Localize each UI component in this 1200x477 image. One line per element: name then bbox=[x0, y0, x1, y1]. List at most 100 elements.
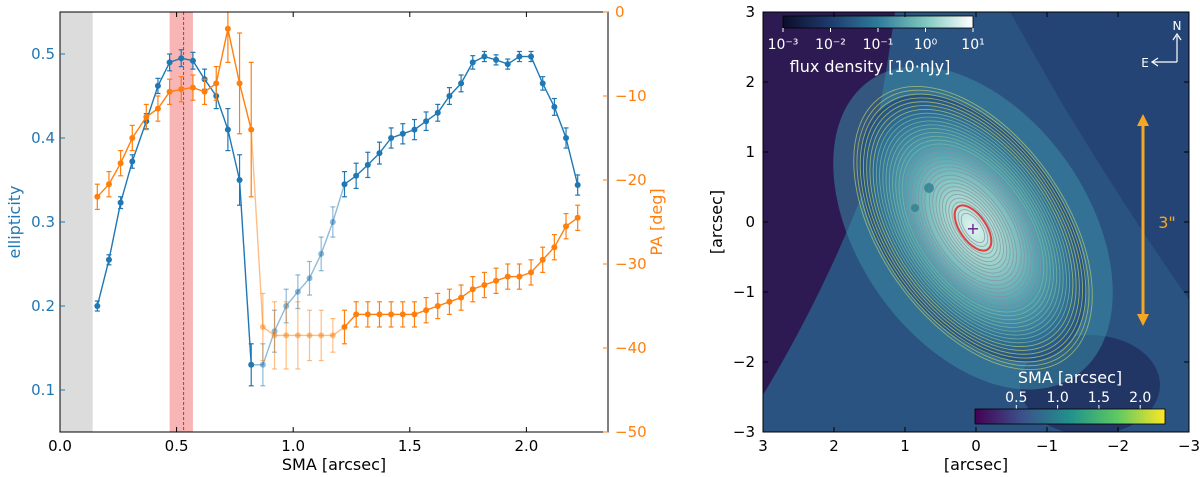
sma-colorbar-tick-label: 0.5 bbox=[1005, 390, 1027, 406]
ellipticity-line-segment bbox=[308, 253, 322, 279]
isophote-ellipse bbox=[866, 101, 1080, 355]
sma-colorbar-tick-label: 2.0 bbox=[1129, 390, 1151, 406]
ellipticity-point bbox=[528, 53, 535, 60]
ellipticity-line-segment bbox=[108, 202, 122, 260]
PA-point bbox=[166, 88, 173, 95]
PA-point bbox=[411, 311, 418, 318]
PA-point bbox=[178, 86, 185, 93]
flux-colorbar-label: flux density [10·nJy] bbox=[790, 57, 951, 76]
PA-point bbox=[213, 80, 220, 87]
ellipticity-line-segment bbox=[157, 62, 171, 87]
ellipticity-point bbox=[504, 61, 511, 68]
PA-point bbox=[458, 294, 465, 301]
ellipticity-point bbox=[154, 82, 161, 89]
image-y-tick-label: −1 bbox=[733, 283, 755, 301]
ellipticity-point bbox=[248, 361, 255, 368]
ellipticity-point bbox=[539, 80, 546, 87]
y-axis-label-left: ellipticity bbox=[5, 185, 24, 258]
isophote-ellipse bbox=[895, 135, 1051, 321]
sma-colorbar-tick-label: 1.5 bbox=[1088, 390, 1110, 406]
PA-point bbox=[469, 286, 476, 293]
ellipticity-point bbox=[306, 275, 313, 282]
ellipticity-line-segment bbox=[565, 137, 579, 186]
red-isophote-ellipse bbox=[953, 204, 993, 252]
PA-point bbox=[539, 256, 546, 263]
PA-point bbox=[364, 311, 371, 318]
ellipticity-line-segment bbox=[437, 95, 451, 114]
ellipticity-line-segment bbox=[273, 305, 287, 332]
PA-point bbox=[129, 135, 136, 141]
ellipticity-line-segment bbox=[332, 183, 346, 223]
ellipticity-point bbox=[236, 177, 243, 183]
x-tick-label: 1.5 bbox=[398, 437, 422, 455]
ellipticity-point bbox=[329, 219, 336, 225]
PA-point bbox=[353, 311, 360, 318]
ellipticity-point bbox=[178, 55, 185, 62]
y-tick-label-right: −30 bbox=[615, 255, 647, 273]
PA-line-segment bbox=[215, 28, 229, 84]
isophote-ellipse bbox=[921, 166, 1025, 290]
sma-colorbar-tick-label: 1.0 bbox=[1046, 390, 1068, 406]
y-tick-label-left: 0.2 bbox=[31, 297, 55, 315]
PA-point bbox=[306, 332, 313, 339]
PA-line-segment bbox=[553, 225, 567, 248]
galaxy-image-panel: + 10⁻³ 10⁻² 10⁻¹ 10⁰ 10¹ flux density [10·nJ… bbox=[707, 3, 1200, 474]
PA-point bbox=[341, 324, 348, 330]
ellipticity-line-segment bbox=[215, 95, 229, 130]
PA-line-segment bbox=[119, 137, 133, 164]
x-tick-label: 1.0 bbox=[281, 437, 305, 455]
ellipticity-point bbox=[294, 288, 301, 295]
y-tick-label-left: 0.1 bbox=[31, 381, 55, 399]
PA-point bbox=[493, 277, 500, 284]
ellipticity-line-segment bbox=[530, 56, 544, 84]
isophote-ellipse bbox=[882, 120, 1064, 336]
PA-point bbox=[236, 80, 243, 87]
isophote-ellipse bbox=[917, 162, 1029, 294]
ellipticity-line-segment bbox=[320, 221, 334, 255]
flux-colorbar-tick-label: 10¹ bbox=[961, 37, 984, 53]
ellipticity-point bbox=[94, 303, 101, 309]
y-tick-label-right: 0 bbox=[615, 3, 625, 21]
PA-point bbox=[504, 273, 511, 280]
ellipticity-point bbox=[364, 161, 371, 168]
image-x-tick-label: 3 bbox=[758, 437, 768, 455]
ellipticity-point bbox=[353, 172, 360, 179]
isophote-ellipse bbox=[885, 124, 1061, 332]
isophote-ellipse bbox=[904, 147, 1042, 309]
isophote-ellipse bbox=[938, 186, 1008, 270]
compass-north-head bbox=[1172, 32, 1182, 41]
PA-line-segment bbox=[227, 28, 241, 84]
PA-point bbox=[388, 311, 395, 318]
isophote-ellipse bbox=[911, 155, 1035, 301]
isophote-ellipse bbox=[856, 89, 1090, 367]
red-band bbox=[169, 12, 193, 432]
ellipticity-line-segment bbox=[192, 60, 206, 80]
PA-point bbox=[563, 223, 570, 230]
image-y-tick-label: 1 bbox=[745, 143, 755, 161]
ellipticity-point bbox=[574, 182, 581, 189]
gray-band bbox=[60, 12, 93, 432]
x-axis-label: SMA [arcsec] bbox=[282, 455, 386, 474]
ellipticity-point bbox=[481, 53, 488, 60]
ellipticity-point bbox=[341, 181, 348, 188]
PA-point bbox=[283, 332, 290, 339]
compass-north-label: N bbox=[1173, 19, 1182, 33]
PA-point bbox=[329, 332, 336, 339]
isophote-ellipse bbox=[924, 170, 1022, 286]
PA-point bbox=[399, 311, 406, 318]
y-tick-label-right: −20 bbox=[615, 171, 647, 189]
isophote-ellipse bbox=[879, 116, 1067, 340]
ellipticity-point bbox=[493, 56, 500, 63]
compass-east-head bbox=[1150, 57, 1159, 67]
PA-point bbox=[224, 25, 231, 32]
PA-point bbox=[154, 105, 161, 112]
isophote-ellipse bbox=[875, 112, 1071, 344]
scale-bar-arrow-bottom bbox=[1137, 314, 1149, 326]
PA-point bbox=[446, 298, 453, 305]
image-x-tick-label: −1 bbox=[1036, 437, 1058, 455]
flux-colorbar-tick-label: 10⁻² bbox=[815, 37, 846, 53]
PA-point bbox=[117, 160, 124, 167]
image-x-tick-label: −2 bbox=[1107, 437, 1129, 455]
flux-colorbar-tick-label: 10⁰ bbox=[914, 37, 938, 53]
ellipticity-point bbox=[399, 130, 406, 137]
